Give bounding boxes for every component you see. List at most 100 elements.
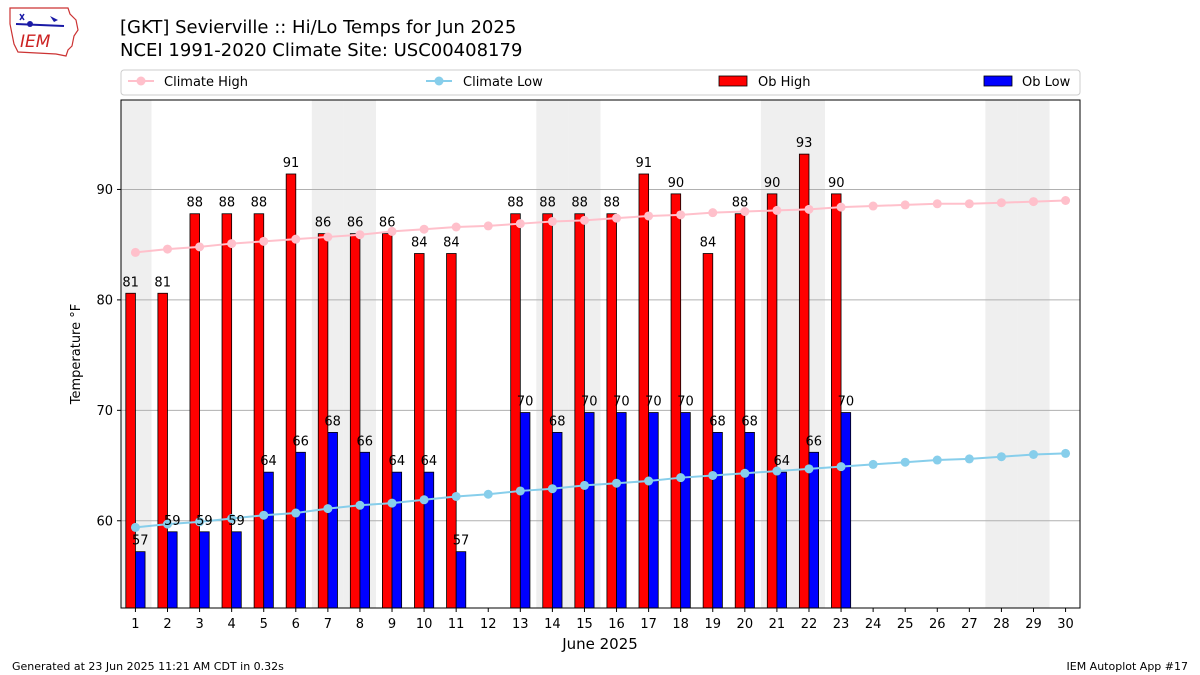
climate-low-point-day-4: [227, 514, 237, 524]
ob-low-label-day-19: 68: [709, 414, 726, 429]
climate-low-point-day-20: [740, 468, 750, 478]
x-tick-label-29: 29: [1025, 617, 1042, 632]
climate-high-point-day-8: [355, 230, 365, 240]
ob-low-bar-day-13: [519, 412, 531, 609]
x-tick-label-3: 3: [195, 617, 203, 632]
ob-low-label-day-6: 66: [292, 434, 309, 449]
climate-low-point-day-12: [483, 489, 493, 499]
y-tick-label-80: 80: [96, 293, 113, 308]
ob-low-label-day-18: 70: [677, 395, 694, 410]
climate-high-point-day-2: [163, 244, 173, 254]
climate-low-point-day-22: [804, 464, 814, 474]
x-tick-label-27: 27: [961, 617, 978, 632]
ob-low-bar-day-20: [744, 432, 755, 609]
ob-high-label-day-7: 86: [315, 216, 332, 231]
x-tick-label-16: 16: [608, 617, 625, 632]
climate-high-point-day-24: [868, 201, 878, 211]
ob-low-label-day-23: 70: [838, 395, 855, 410]
ob-low-label-day-14: 68: [549, 414, 566, 429]
x-tick-label-14: 14: [544, 617, 561, 632]
x-tick-label-30: 30: [1057, 617, 1074, 632]
x-tick-label-9: 9: [388, 617, 396, 632]
ob-high-label-day-11: 84: [443, 236, 460, 251]
bars: [125, 153, 852, 609]
data-labels: 81 57 81 59 88 59 88 59 88 64 91 66 86 68 86 66 86 64 84 64…: [122, 136, 854, 549]
ob-high-bar-day-20: [734, 213, 746, 609]
climate-high-line: [135, 199, 1066, 254]
climate-low-point-day-21: [772, 466, 782, 476]
ob-high-bar-day-17: [638, 173, 650, 609]
x-tick-label-28: 28: [993, 617, 1010, 632]
climate-high-point-day-17: [644, 211, 654, 221]
climate-high-point-day-19: [708, 208, 718, 218]
grid-lines: [121, 188, 1080, 522]
x-tick-label-6: 6: [292, 617, 300, 632]
ob-low-bar-day-22: [808, 451, 820, 609]
ob-high-label-day-13: 88: [507, 196, 524, 211]
climate-high-point-day-15: [579, 215, 589, 225]
ob-high-label-day-5: 88: [251, 196, 268, 211]
ob-low-bar-day-1: [135, 551, 146, 609]
climate-high-point-day-14: [547, 216, 557, 226]
ob-low-label-day-11: 57: [453, 534, 470, 549]
climate-high-point-day-23: [836, 202, 846, 212]
y-axis-label: Temperature °F: [69, 304, 84, 405]
x-tick-label-4: 4: [228, 617, 236, 632]
ob-high-label-day-3: 88: [186, 196, 203, 211]
ob-low-label-day-10: 64: [421, 454, 438, 469]
x-tick-label-10: 10: [416, 617, 433, 632]
climate-high-point-day-13: [515, 219, 525, 229]
climate-high-point-day-3: [195, 242, 205, 252]
ob-low-label-day-17: 70: [645, 395, 662, 410]
climate-high-point-day-16: [612, 213, 622, 223]
app-credit: IEM Autoplot App #17: [1066, 660, 1189, 673]
logo-text: IEM: [20, 32, 51, 52]
ob-low-bar-day-7: [327, 432, 338, 609]
ob-low-label-day-15: 70: [581, 395, 598, 410]
climate-low-point-day-2: [163, 519, 173, 529]
ob-high-label-day-9: 86: [379, 216, 396, 231]
x-tick-label-19: 19: [704, 617, 721, 632]
climate-low-point-day-5: [259, 510, 269, 520]
ob-high-bar-day-9: [381, 233, 393, 609]
x-axis-label: June 2025: [561, 635, 638, 653]
x-tick-label-5: 5: [260, 617, 268, 632]
ob-low-bar-day-17: [648, 412, 659, 609]
ob-high-label-day-22: 93: [796, 136, 813, 151]
x-tick-label-8: 8: [356, 617, 364, 632]
climate-low-point-day-19: [708, 470, 718, 480]
ob-low-label-day-21: 64: [773, 454, 790, 469]
ob-low-bar-day-8: [359, 451, 370, 609]
x-tick-label-26: 26: [929, 617, 946, 632]
ob-low-label-day-4: 59: [228, 514, 245, 529]
climate-low-point-day-24: [868, 459, 878, 469]
ob-high-bar-day-8: [349, 233, 361, 609]
legend-label-ob-high: Ob High: [758, 75, 811, 90]
ob-high-bar-day-5: [253, 213, 265, 609]
ob-high-bar-day-21: [766, 193, 778, 609]
climate-low-point-day-23: [836, 462, 846, 472]
climate-high-point-day-7: [323, 232, 333, 242]
x-tick-label-18: 18: [672, 617, 689, 632]
ob-high-label-day-10: 84: [411, 236, 428, 251]
ob-low-bar-day-3: [199, 531, 210, 609]
legend-label-climate-low: Climate Low: [463, 75, 543, 90]
ob-low-bar-day-18: [680, 412, 691, 609]
ob-high-bar-day-10: [414, 253, 425, 609]
y-tick-label-90: 90: [96, 183, 113, 198]
y-tick-label-60: 60: [96, 514, 113, 529]
climate-high-point-day-11: [451, 222, 461, 232]
climate-low-point-day-17: [644, 476, 654, 486]
weekend-shade-day-28: [985, 100, 1018, 608]
ob-high-bar-day-14: [542, 213, 553, 609]
ob-high-label-day-1: 81: [122, 275, 139, 290]
ob-low-bar-day-14: [551, 432, 563, 609]
ob-high-bar-day-13: [510, 213, 521, 609]
ob-low-label-day-5: 64: [260, 454, 277, 469]
x-tick-label-13: 13: [512, 617, 529, 632]
ob-high-label-day-16: 88: [603, 196, 620, 211]
climate-low-point-day-28: [996, 452, 1006, 462]
climate-high-point-day-6: [291, 234, 301, 244]
x-tick-label-21: 21: [769, 617, 786, 632]
climate-low-point-day-7: [323, 504, 333, 514]
